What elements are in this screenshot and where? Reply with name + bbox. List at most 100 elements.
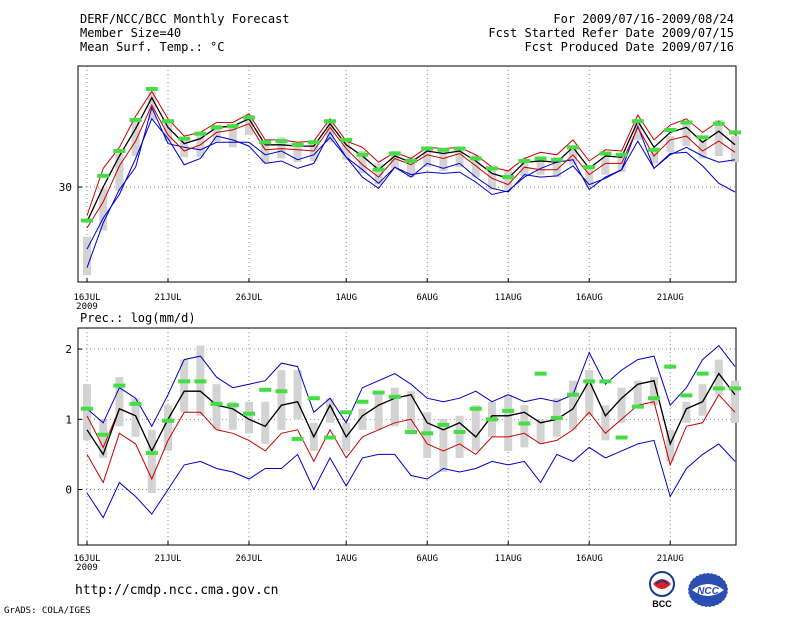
p1-x-tick-label-2: 26JUL bbox=[235, 293, 262, 303]
p2-observed-marker bbox=[631, 404, 644, 409]
p1-observed-marker bbox=[243, 115, 255, 120]
p2-spread-bar bbox=[358, 408, 367, 430]
p2-spread-bar bbox=[180, 359, 189, 413]
p1-observed-marker bbox=[372, 167, 385, 172]
p1-x-tick-label-7: 21AUG bbox=[657, 293, 684, 303]
p1-observed-marker bbox=[388, 151, 401, 156]
p2-spread-bar bbox=[147, 429, 156, 494]
p2-spread-bar bbox=[471, 405, 480, 451]
p1-observed-marker bbox=[194, 131, 207, 136]
p1-x-tick-label-3: 1AUG bbox=[335, 293, 357, 303]
p1-observed-marker bbox=[129, 118, 142, 122]
p2-observed-marker bbox=[210, 401, 223, 406]
p2-spread-bar bbox=[212, 384, 221, 430]
p2-spread-bar bbox=[536, 419, 545, 444]
p2-x-tick-label-0: 16JUL bbox=[73, 554, 100, 564]
p2-x-tick-label-2: 26JUL bbox=[235, 554, 262, 564]
bcc-logo: BCC bbox=[649, 571, 675, 609]
p2-observed-marker bbox=[97, 432, 110, 437]
p1-min-line bbox=[86, 106, 736, 268]
p2-spread-bar bbox=[115, 377, 124, 427]
p2-observed-marker bbox=[243, 411, 255, 416]
p1-observed-marker bbox=[502, 175, 515, 180]
p1-observed-marker bbox=[631, 119, 644, 124]
p2-x-tick-label-3: 1AUG bbox=[335, 554, 357, 564]
p1-observed-marker bbox=[518, 158, 531, 163]
p2-spread-bar bbox=[390, 387, 399, 427]
p1-spread-bar bbox=[374, 163, 383, 185]
p2-observed-marker bbox=[453, 429, 466, 434]
p1-observed-marker bbox=[567, 145, 579, 150]
p1-observed-marker bbox=[356, 152, 369, 157]
p1-observed-marker bbox=[615, 152, 628, 157]
p2-observed-marker bbox=[567, 392, 579, 397]
p1-spread-bar bbox=[666, 136, 675, 153]
p2-observed-marker bbox=[162, 418, 174, 423]
p2-observed-marker bbox=[81, 406, 93, 411]
p2-lower-line bbox=[86, 393, 736, 484]
p2-observed-marker bbox=[664, 364, 677, 369]
p1-spread-bar bbox=[714, 120, 723, 156]
p1-spread-bar bbox=[342, 139, 351, 160]
p2-y-tick-label-2: 2 bbox=[65, 343, 72, 356]
p1-spread-bar bbox=[164, 121, 172, 142]
p2-observed-marker bbox=[388, 394, 401, 399]
p1-x-tick-label-5: 11AUG bbox=[495, 293, 522, 303]
p1-observed-marker bbox=[226, 124, 239, 129]
p2-spread-bar bbox=[650, 377, 658, 406]
p2-observed-marker bbox=[696, 371, 709, 376]
p2-observed-marker bbox=[405, 429, 417, 434]
variable-label-prec: Prec.: log(mm/d) bbox=[80, 311, 196, 325]
p1-x-tick-label-0: 16JUL bbox=[73, 293, 100, 303]
p2-observed-marker bbox=[291, 436, 304, 441]
p2-y-tick-label-1: 1 bbox=[65, 413, 72, 426]
p1-observed-marker bbox=[729, 130, 741, 135]
grads-credit: GrADS: COLA/IGES bbox=[4, 606, 91, 616]
p1-spread-bar bbox=[131, 121, 140, 156]
p2-observed-marker bbox=[340, 410, 353, 415]
source-url[interactable]: http://cmdp.ncc.cma.gov.cn bbox=[75, 583, 279, 598]
p2-observed-marker bbox=[324, 435, 336, 440]
p1-spread-bar bbox=[731, 136, 739, 163]
p2-observed-marker bbox=[599, 379, 612, 384]
p1-spread-bar bbox=[552, 157, 561, 178]
p2-spread-bar bbox=[83, 384, 91, 441]
p2-observed-marker bbox=[583, 379, 596, 384]
p1-observed-marker bbox=[421, 146, 434, 151]
p2-spread-bar bbox=[131, 398, 140, 437]
chart-title: DERF/NCC/BCC Monthly Forecast bbox=[80, 12, 290, 26]
p1-x-tick-label-6: 16AUG bbox=[576, 293, 603, 303]
p2-spread-bar bbox=[601, 405, 610, 441]
p1-spread-bar bbox=[504, 169, 513, 190]
p1-spread-bar bbox=[455, 147, 464, 168]
p2-x-tick-label-6: 16AUG bbox=[576, 554, 603, 564]
p1-spread-bar bbox=[536, 157, 545, 175]
p2-spread-bar bbox=[99, 419, 108, 458]
p2-spread-bar bbox=[504, 394, 513, 451]
p1-observed-marker bbox=[437, 147, 450, 152]
p1-y-tick-label-0: 30 bbox=[59, 181, 72, 194]
p1-spread-bar bbox=[115, 153, 124, 191]
p1-observed-marker bbox=[712, 121, 725, 126]
p2-observed-marker bbox=[518, 421, 531, 426]
p2-observed-marker bbox=[194, 379, 207, 384]
p1-spread-bar bbox=[358, 151, 367, 174]
p1-observed-marker bbox=[550, 157, 563, 162]
p2-spread-bar bbox=[569, 380, 577, 430]
p2-observed-marker bbox=[178, 379, 191, 384]
p1-observed-marker bbox=[275, 139, 288, 144]
variable-label-temp: Mean Surf. Temp.: °C bbox=[80, 40, 225, 54]
p2-observed-marker bbox=[145, 451, 158, 456]
p2-observed-marker bbox=[486, 417, 498, 422]
p1-spread-bar bbox=[245, 115, 253, 135]
p2-spread-bar bbox=[374, 394, 383, 430]
p1-lower-line bbox=[86, 103, 736, 229]
p2-spread-bar bbox=[439, 419, 448, 472]
p1-observed-marker bbox=[405, 158, 417, 163]
svg-text:BCC: BCC bbox=[652, 599, 672, 609]
p2-spread-bar bbox=[245, 401, 253, 434]
p2-observed-marker bbox=[421, 431, 434, 436]
p2-spread-bar bbox=[731, 380, 739, 423]
p2-observed-marker bbox=[307, 396, 320, 401]
p1-spread-bar bbox=[698, 139, 707, 159]
